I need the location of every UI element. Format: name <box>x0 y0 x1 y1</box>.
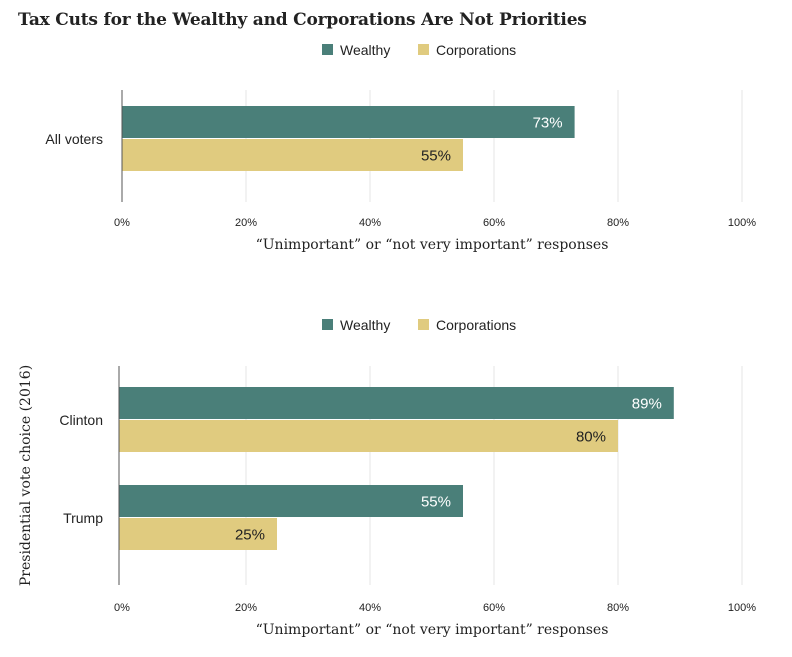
x-tick-label: 100% <box>728 217 756 229</box>
bar-corporations-trump <box>119 518 277 550</box>
data-label: 55% <box>421 494 451 511</box>
x-tick-label: 0% <box>114 217 130 229</box>
x-tick-label: 20% <box>235 217 257 229</box>
y-category-label: Trump <box>63 510 103 526</box>
bar-wealthy-all-voters <box>122 106 575 138</box>
legend-swatch-corporations <box>418 319 429 330</box>
legend-label-corporations: Corporations <box>436 42 516 58</box>
bar-corporations-all-voters <box>122 139 463 171</box>
y-category-label: All voters <box>45 131 103 147</box>
data-label: 25% <box>235 527 265 544</box>
legend-label-wealthy: Wealthy <box>340 42 390 58</box>
legend-label-corporations: Corporations <box>436 317 516 333</box>
x-tick-label: 80% <box>607 217 629 229</box>
y-axis-title: Presidential vote choice (2016) <box>18 365 34 586</box>
x-tick-label: 40% <box>359 602 381 614</box>
x-tick-label: 60% <box>483 217 505 229</box>
x-tick-label: 80% <box>607 602 629 614</box>
bar-wealthy-trump <box>119 485 463 517</box>
x-axis-title: “Unimportant” or “not very important” re… <box>256 237 609 253</box>
data-label: 89% <box>632 396 662 413</box>
legend-swatch-wealthy <box>322 44 333 55</box>
x-tick-label: 0% <box>114 602 130 614</box>
data-label: 55% <box>421 148 451 165</box>
legend-swatch-wealthy <box>322 319 333 330</box>
x-tick-label: 40% <box>359 217 381 229</box>
y-category-label: Clinton <box>59 412 103 428</box>
x-tick-label: 60% <box>483 602 505 614</box>
legend-swatch-corporations <box>418 44 429 55</box>
bar-corporations-clinton <box>119 420 618 452</box>
data-label: 80% <box>576 429 606 446</box>
legend-label-wealthy: Wealthy <box>340 317 390 333</box>
x-tick-label: 100% <box>728 602 756 614</box>
x-tick-label: 20% <box>235 602 257 614</box>
x-axis-title: “Unimportant” or “not very important” re… <box>256 622 609 638</box>
chart-title: Tax Cuts for the Wealthy and Corporation… <box>18 10 587 30</box>
bar-wealthy-clinton <box>119 387 674 419</box>
data-label: 73% <box>533 115 563 132</box>
